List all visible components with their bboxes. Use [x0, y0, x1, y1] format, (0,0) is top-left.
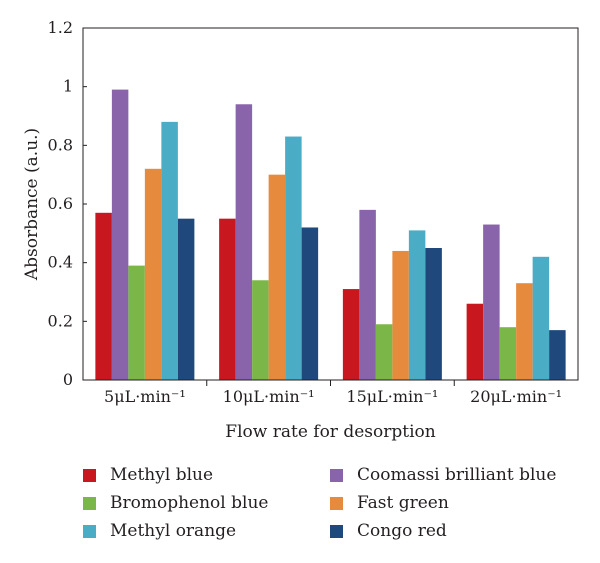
- bar-congo-red-20: [549, 330, 566, 380]
- bar-bromophenol-blue-15: [375, 324, 393, 380]
- bar-methyl-orange-5: [161, 121, 178, 380]
- legend-label: Methyl blue: [110, 465, 214, 485]
- y-tick-label: 1.2: [48, 18, 73, 37]
- y-tick-label: 0.8: [48, 135, 73, 154]
- bar-bromophenol-blue-20: [499, 327, 517, 380]
- bar-fast-green-20: [516, 283, 533, 380]
- y-axis-title: Absorbance (a.u.): [22, 128, 42, 281]
- y-tick-label: 0.4: [48, 253, 73, 272]
- bar-coomassi-brilliant-blue-10: [235, 104, 253, 381]
- x-tick-label: 15μL·min⁻¹: [346, 387, 438, 406]
- legend-item: Bromophenol blue: [83, 493, 268, 513]
- legend-label: Congo red: [357, 521, 447, 541]
- bar-methyl-orange-15: [408, 230, 426, 380]
- bar-bromophenol-blue-5: [128, 265, 145, 380]
- legend-item: Methyl blue: [83, 465, 213, 485]
- legend-swatch: [330, 496, 343, 510]
- legend-item: Congo red: [330, 521, 447, 541]
- y-axis-ticks: 0 0.2 0.4 0.6 0.8 1 1.2: [48, 18, 87, 389]
- legend-item: Fast green: [330, 493, 449, 513]
- bar-methyl-blue-15: [342, 289, 360, 380]
- x-axis-title: Flow rate for desorption: [225, 422, 435, 442]
- bar-congo-red-15: [425, 248, 442, 380]
- bar-coomassi-brilliant-blue-15: [359, 209, 376, 380]
- bar-coomassi-brilliant-blue-5: [111, 89, 129, 380]
- bars: [95, 89, 566, 381]
- legend-swatch: [330, 524, 343, 538]
- y-tick-label: 1: [63, 77, 73, 96]
- bar-methyl-orange-10: [285, 136, 302, 380]
- y-tick-label: 0.6: [48, 194, 73, 213]
- y-tick-label: 0.2: [48, 311, 73, 330]
- legend-swatch: [83, 496, 96, 510]
- legend-swatch: [330, 468, 343, 482]
- x-axis-ticks: 5μL·min⁻¹ 10μL·min⁻¹ 15μL·min⁻¹ 20μL·min⁻¹: [104, 380, 562, 406]
- bar-fast-green-5: [144, 168, 162, 380]
- legend-label: Fast green: [357, 493, 449, 513]
- legend-item: Methyl orange: [83, 521, 236, 541]
- x-tick-label: 10μL·min⁻¹: [223, 387, 315, 406]
- bar-methyl-blue-10: [219, 218, 236, 380]
- y-tick-label: 0: [63, 370, 73, 389]
- legend-item: Coomassi brilliant blue: [330, 465, 556, 485]
- legend-label: Bromophenol blue: [110, 493, 269, 513]
- legend-label: Coomassi brilliant blue: [357, 465, 557, 485]
- bar-methyl-orange-20: [532, 256, 550, 380]
- bar-congo-red-10: [301, 227, 319, 380]
- legend-swatch: [83, 524, 96, 538]
- legend-swatch: [83, 468, 96, 482]
- bar-methyl-blue-5: [95, 212, 112, 380]
- bar-fast-green-10: [268, 174, 286, 380]
- x-tick-label: 20μL·min⁻¹: [470, 387, 562, 406]
- x-tick-label: 5μL·min⁻¹: [104, 387, 186, 406]
- bar-methyl-blue-20: [466, 303, 484, 380]
- bar-fast-green-15: [392, 250, 409, 380]
- bar-coomassi-brilliant-blue-20: [483, 224, 500, 380]
- legend-label: Methyl orange: [110, 521, 237, 541]
- bar-bromophenol-blue-10: [252, 280, 269, 380]
- bar-congo-red-5: [177, 218, 195, 380]
